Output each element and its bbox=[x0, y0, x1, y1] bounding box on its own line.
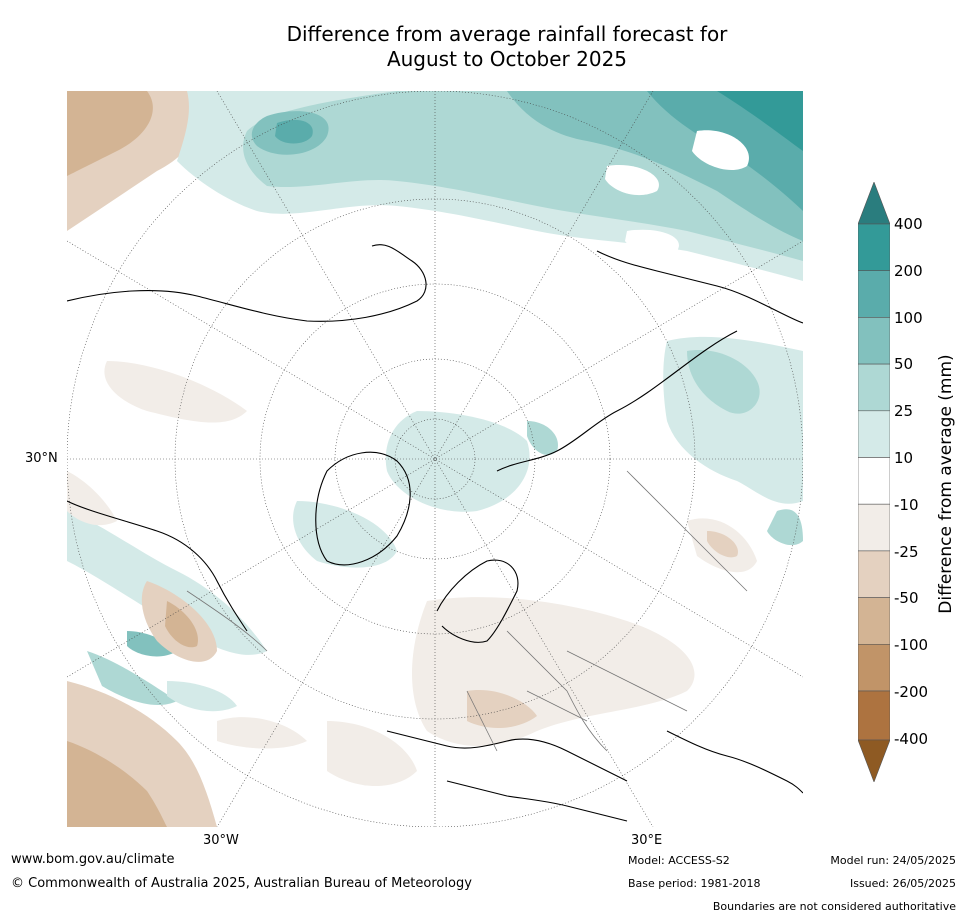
colorbar-tick: -50 bbox=[894, 589, 919, 607]
colorbar-bin bbox=[858, 690, 890, 741]
lon-label-30w: 30°W bbox=[203, 833, 239, 848]
forecast-map bbox=[67, 91, 803, 827]
map-title: Difference from average rainfall forecas… bbox=[0, 22, 965, 72]
colorbar-tick: -10 bbox=[894, 496, 919, 514]
model-text: Model: ACCESS-S2 bbox=[628, 854, 730, 867]
colorbar-bin bbox=[858, 643, 890, 692]
lon-label-30e: 30°E bbox=[631, 833, 663, 848]
coastlines bbox=[67, 244, 803, 822]
colorbar-tick: 400 bbox=[894, 215, 923, 233]
colorbar-tick: 100 bbox=[894, 309, 923, 327]
country-borders bbox=[186, 470, 748, 752]
colorbar-bin bbox=[858, 410, 890, 458]
colorbar-bin bbox=[858, 223, 890, 272]
colorbar-tick: -100 bbox=[894, 636, 929, 654]
colorbar-bin bbox=[858, 457, 890, 505]
colorbar-tick: 25 bbox=[894, 402, 914, 420]
colorbar-tick: 10 bbox=[894, 449, 914, 467]
title-line-2: August to October 2025 bbox=[386, 47, 628, 71]
colorbar bbox=[858, 182, 890, 782]
colorbar-extend-bottom bbox=[858, 739, 890, 782]
disclaimer-text: Boundaries are not considered authoritat… bbox=[712, 900, 956, 913]
model-run-text: Model run: 24/05/2025 bbox=[830, 854, 956, 867]
base-period-text: Base period: 1981-2018 bbox=[628, 877, 761, 890]
colorbar-tick: 50 bbox=[894, 355, 914, 373]
colorbar-bin bbox=[858, 317, 890, 365]
colorbar-tick: 200 bbox=[894, 262, 923, 280]
colorbar-tick: -25 bbox=[894, 543, 919, 561]
title-line-1: Difference from average rainfall forecas… bbox=[286, 22, 728, 46]
website-link[interactable]: www.bom.gov.au/climate bbox=[11, 852, 175, 867]
colorbar-bin bbox=[858, 270, 890, 318]
copyright-text: © Commonwealth of Australia 2025, Austra… bbox=[11, 876, 472, 891]
lat-label-30n: 30°N bbox=[25, 451, 58, 466]
colorbar-tick: -400 bbox=[894, 730, 929, 748]
colorbar-extend-top bbox=[858, 182, 890, 225]
colorbar-label: Difference from average (mm) bbox=[936, 354, 956, 614]
colorbar-bin bbox=[858, 597, 890, 645]
issued-text: Issued: 26/05/2025 bbox=[849, 877, 956, 890]
colorbar-tick: -200 bbox=[894, 683, 929, 701]
colorbar-bin bbox=[858, 550, 890, 598]
colorbar-bin bbox=[858, 503, 890, 552]
colorbar-bin bbox=[858, 363, 890, 412]
